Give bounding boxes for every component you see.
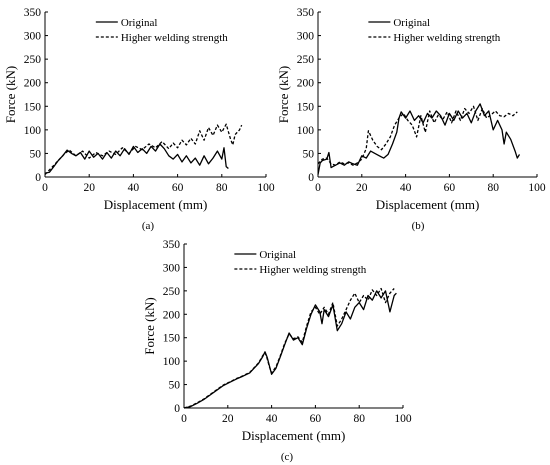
- y-axis-title: Force (kN): [276, 66, 291, 123]
- chart-panel-1: 0 20 40 60 80 100 0 50 100 150 200 250 300 350 Displac…: [3, 7, 275, 232]
- y-tick-label: 300: [163, 262, 181, 274]
- x-tick-label: 60: [310, 413, 322, 425]
- legend-label: Higher welding strength: [121, 32, 228, 44]
- x-axis-title: Displacement (mm): [104, 197, 208, 212]
- y-tick-label: 350: [24, 7, 42, 19]
- y-tick-label: 50: [303, 148, 315, 160]
- x-axis-title: Displacement (mm): [242, 428, 346, 443]
- x-tick-label: 60: [444, 182, 456, 194]
- x-tick-label: 80: [353, 413, 365, 425]
- y-tick-label: 100: [297, 125, 315, 137]
- x-tick-label: 20: [83, 182, 95, 194]
- y-axis-title: Force (kN): [142, 297, 157, 354]
- chart-panel-2: 0 20 40 60 80 100 0 50 100 150 200 250 300 350 Displac…: [276, 7, 546, 232]
- y-tick-label: 150: [297, 101, 315, 113]
- series-line-higher-welding-strength: [44, 123, 243, 176]
- y-tick-label: 250: [163, 286, 181, 298]
- x-tick-label: 40: [128, 182, 140, 194]
- y-tick-label: 150: [24, 101, 42, 113]
- y-tick-label: 300: [24, 31, 42, 43]
- x-tick-label: 40: [400, 182, 412, 194]
- x-tick-label: 20: [222, 413, 234, 425]
- series-line-original: [183, 290, 397, 409]
- panel-label: (b): [412, 220, 425, 232]
- x-tick-label: 80: [487, 182, 499, 194]
- y-tick-label: 100: [24, 125, 42, 137]
- x-axis-title: Displacement (mm): [376, 197, 480, 212]
- y-tick-label: 0: [308, 172, 314, 184]
- series-line-original: [317, 103, 521, 175]
- legend-label: Original: [259, 249, 296, 261]
- y-tick-label: 0: [174, 403, 180, 415]
- panel-label: (c): [281, 451, 294, 463]
- y-tick-label: 200: [297, 78, 315, 90]
- chart-panel-3: 0 20 40 60 80 100 0 50 100 150 200 250 300 350 Displac…: [142, 239, 412, 463]
- series-line-higher-welding-strength: [317, 105, 518, 166]
- x-tick-label: 20: [356, 182, 368, 194]
- y-tick-label: 0: [35, 172, 41, 184]
- panel-label: (a): [142, 220, 155, 232]
- x-tick-label: 60: [172, 182, 184, 194]
- x-tick-label: 100: [394, 413, 412, 425]
- legend-label: Higher welding strength: [393, 32, 500, 44]
- series-line-original: [44, 143, 229, 174]
- legend-label: Original: [393, 17, 430, 29]
- series-line-higher-welding-strength: [183, 287, 395, 409]
- x-tick-label: 0: [181, 413, 187, 425]
- y-tick-label: 350: [297, 7, 315, 19]
- x-tick-label: 80: [216, 182, 228, 194]
- y-tick-label: 250: [297, 54, 315, 66]
- x-tick-label: 0: [42, 182, 48, 194]
- y-tick-label: 300: [297, 31, 315, 43]
- x-tick-label: 100: [528, 182, 546, 194]
- y-tick-label: 350: [163, 239, 181, 251]
- y-tick-label: 250: [24, 54, 42, 66]
- legend-label: Original: [121, 17, 158, 29]
- x-tick-label: 100: [257, 182, 275, 194]
- y-tick-label: 50: [30, 148, 42, 160]
- y-tick-label: 200: [24, 78, 42, 90]
- y-tick-label: 100: [163, 356, 181, 368]
- y-tick-label: 150: [163, 333, 181, 345]
- legend-label: Higher welding strength: [259, 264, 366, 276]
- y-tick-label: 50: [169, 380, 181, 392]
- x-tick-label: 0: [315, 182, 321, 194]
- y-axis-title: Force (kN): [3, 66, 18, 123]
- x-tick-label: 40: [266, 413, 278, 425]
- y-tick-label: 200: [163, 309, 181, 321]
